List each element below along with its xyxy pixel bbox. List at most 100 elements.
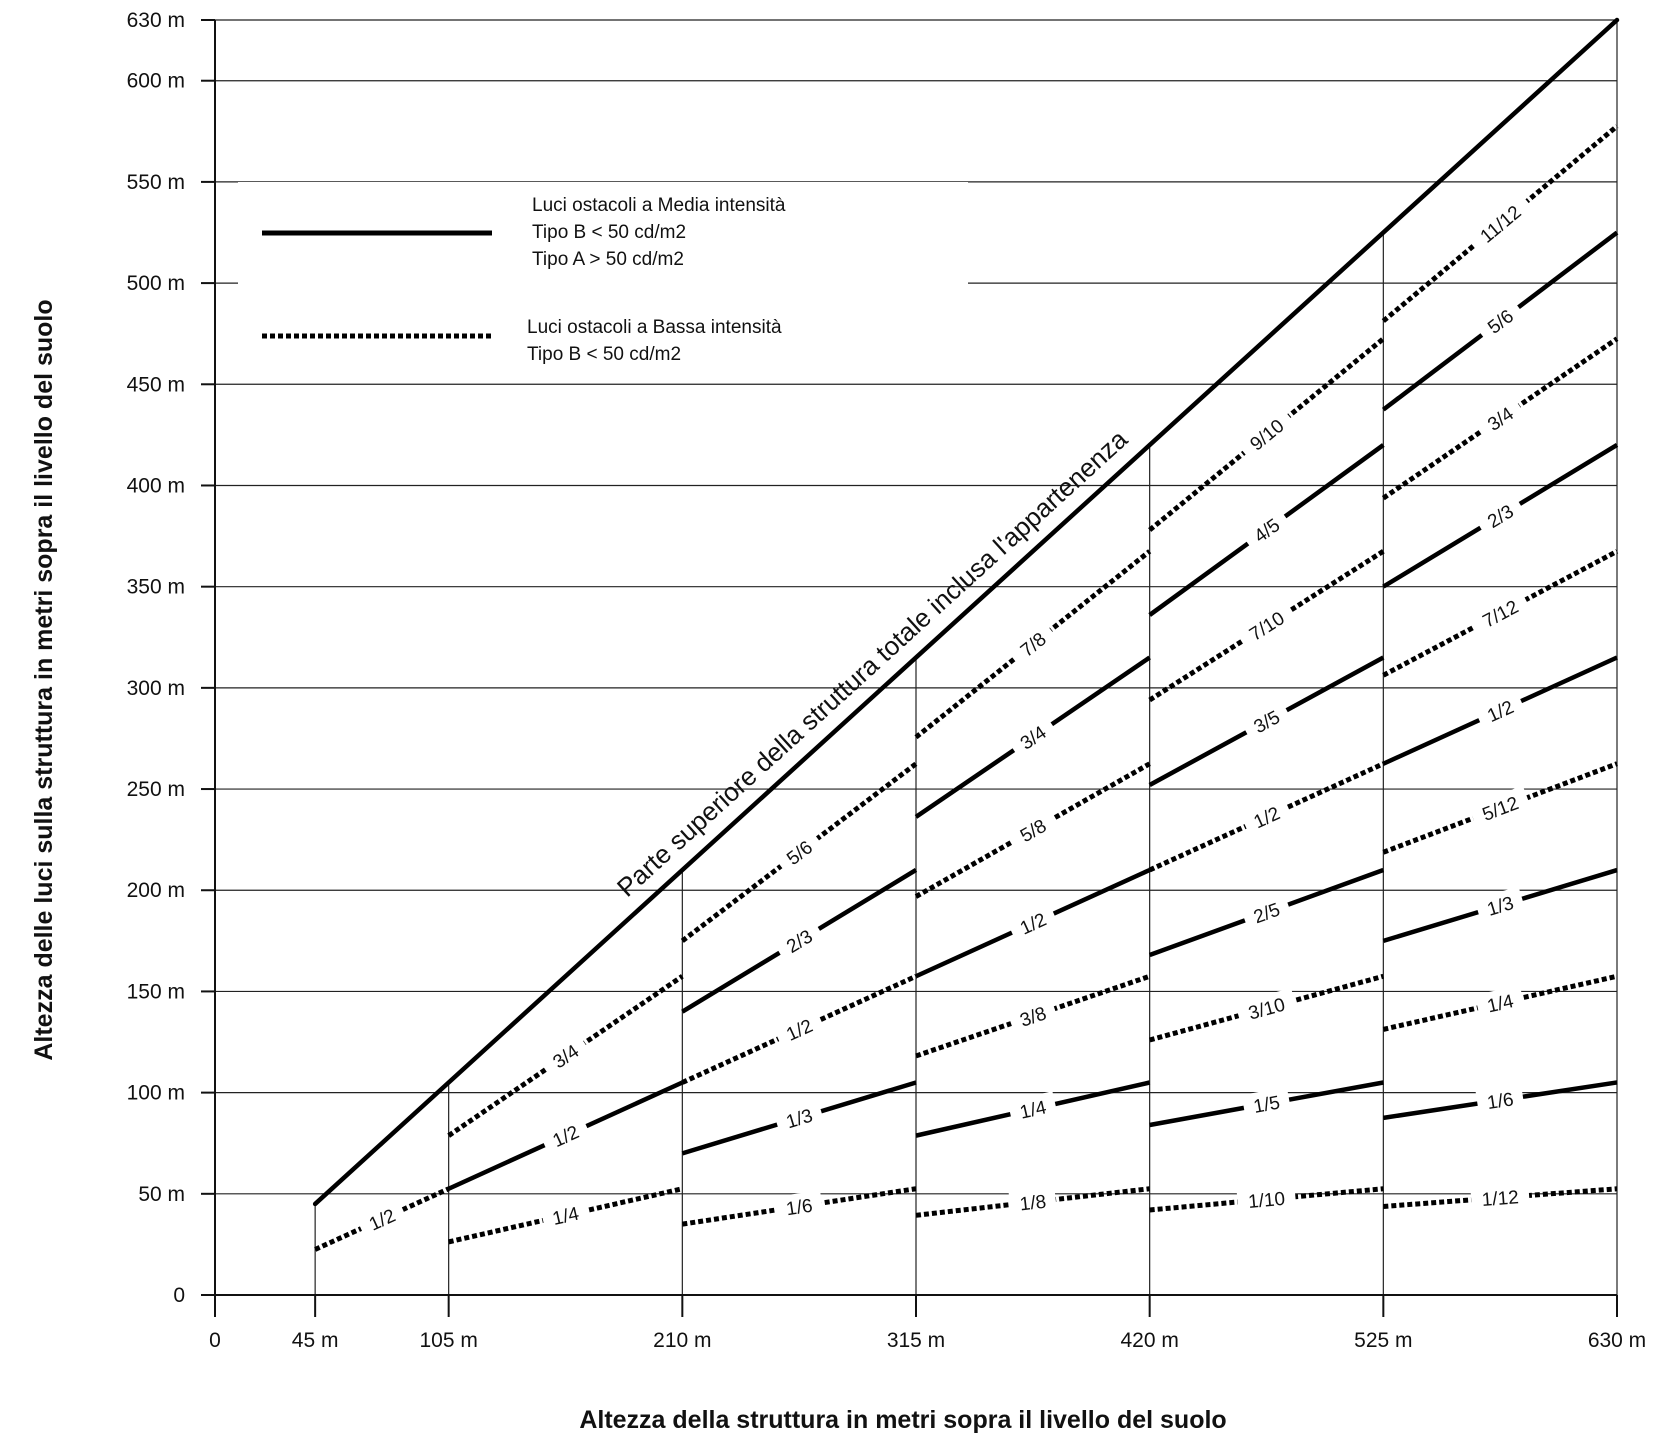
segment-label-bg (772, 828, 826, 877)
segment-label-bg (540, 1197, 591, 1234)
y-tick-label: 300 m (127, 677, 185, 700)
segment-label-group: 2/5 (1240, 892, 1293, 933)
y-tick-label: 100 m (127, 1082, 185, 1105)
segment-label-group: 3/4 (539, 1032, 592, 1080)
y-tick-label: 350 m (127, 576, 185, 599)
segment-label-bg (1240, 505, 1293, 555)
legend: Luci ostacoli a Media intensità Tipo B < … (238, 182, 968, 372)
segment-label-group: 2/3 (1473, 492, 1527, 539)
segment-label-group: 4/5 (1240, 505, 1293, 555)
light-segment-dashed (1383, 1186, 1618, 1209)
segment-label: 1/12 (1481, 1187, 1519, 1211)
y-tick-label: 0 (173, 1284, 185, 1307)
axis-layer: 0 50 m 100 m 150 m 200 m 250 m 300 m 350 m 400 m… (127, 9, 1647, 1352)
segment-label-group: 1/4 (1474, 985, 1526, 1021)
segment-label-group: 1/3 (773, 1098, 825, 1138)
x-tick-label: 420 m (1120, 1329, 1178, 1352)
y-tick-label: 450 m (127, 373, 185, 396)
segment-label-group: 2/3 (772, 917, 826, 964)
segment-label-bg (355, 1197, 409, 1241)
legend-background (238, 182, 968, 372)
x-tick-label: 45 m (292, 1329, 339, 1352)
segment-label-group: 5/12 (1468, 785, 1532, 831)
segment-label-bg (1475, 1083, 1525, 1117)
segment-label-bg (1240, 795, 1293, 839)
segment-label-bg (1006, 713, 1060, 761)
segment-label: 1/6 (1486, 1089, 1515, 1114)
segment-label-group: 3/8 (1006, 996, 1059, 1036)
segment-label-bg (1473, 394, 1527, 443)
segment-label-group: 11/12 (1464, 191, 1536, 257)
segment-label-group: 1/2 (539, 1114, 592, 1157)
light-segment-dashed (1149, 1186, 1384, 1213)
segment-label-group: 7/12 (1468, 588, 1532, 639)
segment-label: 1/6 (785, 1196, 814, 1221)
segment-label-group: 3/5 (1240, 698, 1293, 744)
segment-label-group: 1/3 (1474, 886, 1526, 925)
y-tick-label: 200 m (127, 879, 185, 902)
segment-label-group: 5/8 (1006, 807, 1060, 853)
segment-label-bg (1468, 785, 1532, 831)
segment-label-group: 7/10 (1235, 599, 1298, 653)
segment-label-bg (1006, 996, 1059, 1036)
x-tick-label: 630 m (1588, 1329, 1646, 1352)
segment-label-bg (1006, 901, 1060, 945)
y-tick-label: 250 m (127, 778, 185, 801)
segment-label-bg (1474, 886, 1526, 925)
x-tick-label: 210 m (653, 1329, 711, 1352)
y-tick-label: 550 m (127, 171, 185, 194)
segment-label-bg (1470, 1182, 1531, 1213)
legend-text: Tipo A > 50 cd/m2 (532, 249, 684, 270)
y-tick-label: 50 m (138, 1183, 185, 1206)
segment-label-group: 3/4 (1006, 713, 1060, 761)
segment-label-bg (539, 1032, 592, 1080)
segment-label: 1/8 (1019, 1192, 1048, 1216)
x-tick-label: 105 m (419, 1329, 477, 1352)
y-tick-label: 150 m (127, 980, 185, 1003)
segment-label-bg (1240, 892, 1293, 933)
light-segment-dashed (1381, 336, 1619, 501)
segment-label-bg (1473, 296, 1527, 346)
segment-label-bg (1241, 1086, 1292, 1121)
segment-label-group: 1/6 (1475, 1083, 1525, 1117)
light-segment-dashed (914, 549, 1152, 740)
segment-label-group: 1/12 (1470, 1182, 1531, 1213)
segment-label-bg (1468, 588, 1532, 639)
segment-label-bg (1235, 599, 1298, 653)
y-tick-label: 400 m (127, 474, 185, 497)
legend-text: Tipo B < 50 cd/m2 (527, 344, 681, 365)
x-tick-label: 315 m (887, 1329, 945, 1352)
segment-label-group: 1/2 (1473, 689, 1527, 732)
segment-label-bg (1473, 689, 1527, 732)
segment-label-bg (772, 1008, 826, 1051)
legend-text: Luci ostacoli a Bassa intensità (527, 317, 782, 338)
light-segment-dashed (1148, 336, 1385, 532)
segment-label-bg (1235, 987, 1298, 1029)
segment-label-group: 1/2 (1006, 901, 1060, 945)
segment-label: 1/5 (1252, 1093, 1282, 1118)
legend-text: Luci ostacoli a Media intensità (532, 195, 786, 216)
segment-label-bg (1008, 1186, 1058, 1218)
segment-label-bg (1240, 698, 1293, 744)
segment-label-group: 3/10 (1235, 987, 1298, 1029)
y-tick-label: 630 m (127, 9, 185, 32)
light-segment-dashed (915, 1186, 1150, 1218)
segment-label-bg (1007, 1091, 1059, 1127)
segment-label-bg (1236, 1183, 1297, 1215)
light-segment-dashed (914, 761, 1151, 899)
y-tick-label: 500 m (127, 272, 185, 295)
segment-label-group: 1/4 (1007, 1091, 1059, 1127)
y-axis-title: Altezza delle luci sulla struttura in me… (30, 299, 58, 1060)
structure-top-line (312, 17, 1620, 1207)
x-tick-label: 525 m (1354, 1329, 1412, 1352)
light-segment-dashed (681, 1186, 917, 1227)
segment-label-bg (773, 1098, 825, 1138)
segment-label-group: 1/5 (1241, 1086, 1292, 1121)
y-tick-label: 600 m (127, 70, 185, 93)
segment-label-group: 1/6 (774, 1190, 824, 1223)
segment-label-bg (772, 917, 826, 964)
segment-label-group: 1/2 (355, 1197, 409, 1241)
x-tick-label: 0 (209, 1329, 221, 1352)
segment-label-bg (1474, 985, 1526, 1021)
